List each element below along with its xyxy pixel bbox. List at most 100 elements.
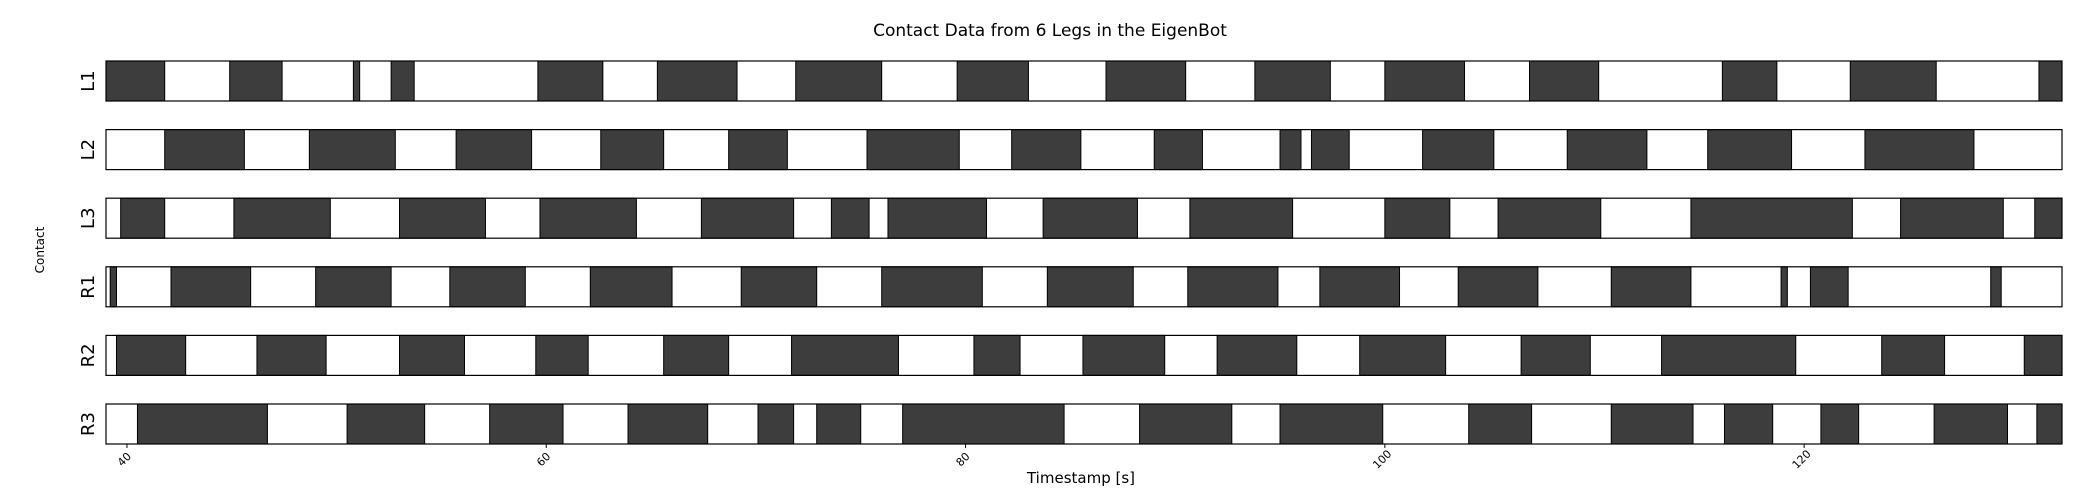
contact-bar [1082,334,1166,376]
contact-bar [791,334,899,376]
contact-bar [1566,129,1648,171]
contact-bar [1849,60,1937,102]
row-label: R1 [78,275,99,299]
row-l1: L1 [78,60,2063,102]
contact-bar [2038,60,2063,102]
contact-bar [1279,403,1384,445]
contact-bar [1520,334,1591,376]
x-tick-label: 40 [115,450,134,469]
row-r2: R2 [78,334,2063,376]
x-axis-ticks: 40 60 80 100 120 [115,444,1814,472]
contact-bar [399,197,486,239]
contact-bar [1690,197,1853,239]
row-label: L1 [78,70,99,91]
x-tick-label: 120 [1790,448,1814,472]
contact-bar [105,60,166,102]
contact-bar [1468,403,1533,445]
chart-title: Contact Data from 6 Legs in the EigenBot [873,21,1227,41]
contact-bar [627,403,709,445]
contact-bar [1900,197,2004,239]
contact-bar [1809,266,1849,308]
x-axis-label: Timestamp [s] [1026,469,1135,487]
row-r3: R3 [78,403,2063,445]
row-l3: L3 [78,197,2063,239]
contact-bar [816,403,862,445]
contact-bar [1216,334,1298,376]
contact-bar [455,129,533,171]
contact-bar [1384,60,1466,102]
contact-bar [2034,197,2063,239]
contact-bar [449,266,526,308]
contact-bar [1279,129,1302,171]
row-frame [105,334,2063,376]
contact-bar [1042,197,1138,239]
contact-bar [589,266,673,308]
contact-bar [1139,403,1233,445]
contact-bar [1254,60,1331,102]
row-r1: R1 [78,266,2063,308]
contact-bar [1105,60,1187,102]
contact-bar [120,197,166,239]
contact-bar [757,403,795,445]
contact-bar [164,129,245,171]
contact-bar [390,60,415,102]
contact-bar [170,266,252,308]
contact-bar [229,60,283,102]
contact-bar [956,60,1029,102]
x-tick-label: 80 [954,450,973,469]
row-frame [105,60,2063,102]
contact-bar [315,266,392,308]
contact-bar [1721,60,1778,102]
contact-bar [881,266,983,308]
contact-bar [535,334,589,376]
contact-bar [1497,197,1602,239]
contact-bar [2023,334,2063,376]
contact-bar [1780,266,1788,308]
contact-bar [795,60,883,102]
x-tick-label: 60 [534,450,553,469]
contact-bar [489,403,564,445]
contact-bar [136,403,268,445]
leg-rows: L1 L2 L3 R1 R2 R3 [78,60,2063,445]
contact-bar [1153,129,1203,171]
contact-bar [1661,334,1797,376]
contact-bar [1457,266,1539,308]
contact-bar [1864,129,1975,171]
row-frame [105,129,2063,171]
contact-bar [973,334,1021,376]
contact-bar [1422,129,1495,171]
contact-bar [233,197,331,239]
contact-bar [2036,403,2063,445]
row-label: L3 [78,207,99,228]
contact-bar [256,334,327,376]
contact-bar [1046,266,1134,308]
row-l2: L2 [78,129,2063,171]
contact-bar [656,60,738,102]
contact-bar [399,334,465,376]
contact-bar [887,197,988,239]
x-tick-label: 100 [1370,448,1394,472]
contact-bar [115,334,187,376]
contact-bar [663,334,730,376]
contact-bar [1528,60,1600,102]
contact-bar [600,129,665,171]
contact-bar [1187,266,1279,308]
contact-bar [1610,403,1694,445]
contact-bar [1359,334,1447,376]
contact-bar [308,129,396,171]
contact-bar [700,197,795,239]
y-axis-label: Contact [33,226,47,273]
contact-bar [1384,197,1451,239]
contact-bar [740,266,818,308]
contact-bar [346,403,426,445]
contact-bar [1990,266,2002,308]
contact-bar [830,197,870,239]
contact-bar [1820,403,1860,445]
contact-bar [1881,334,1946,376]
contact-bar [1707,129,1793,171]
contact-bar [1933,403,2008,445]
row-label: R3 [78,412,99,436]
row-frame [105,403,2063,445]
contact-bar [866,129,960,171]
